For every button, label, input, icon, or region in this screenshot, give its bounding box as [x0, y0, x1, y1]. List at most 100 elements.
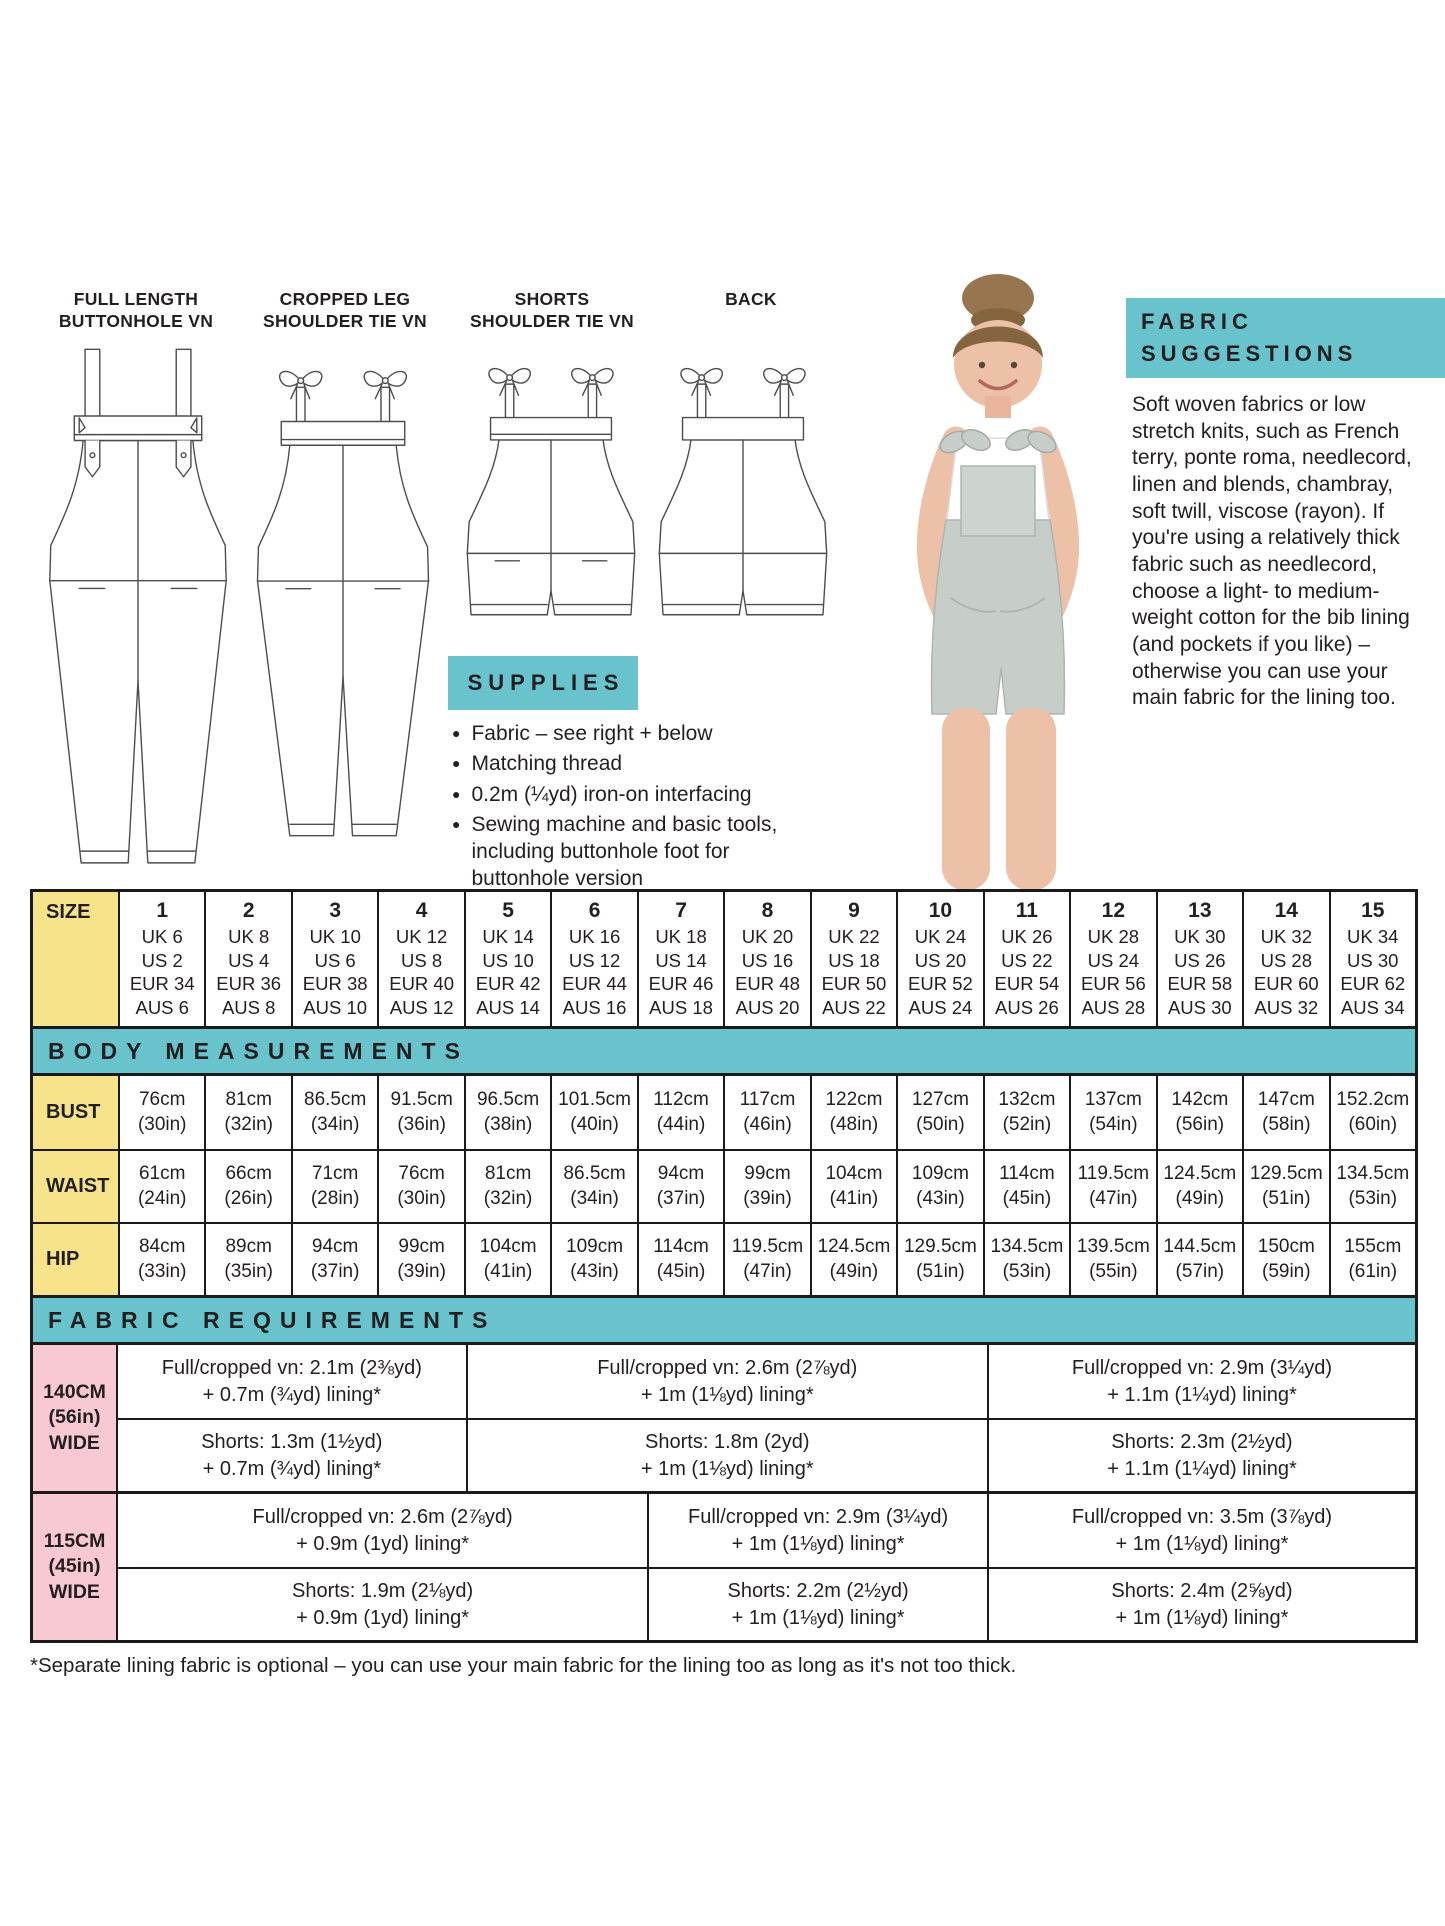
measurement-cm: 91.5cm — [390, 1088, 453, 1110]
measurement-cm: 76cm — [138, 1088, 186, 1110]
size-uk: UK 28 — [1087, 926, 1140, 947]
size-uk: UK 22 — [828, 926, 880, 947]
size-eur: EUR 54 — [994, 973, 1060, 995]
measurement-cm: 152.2cm — [1336, 1088, 1410, 1110]
size-eur: EUR 58 — [1167, 973, 1233, 995]
measurement-cell: 139.5cm (55in) — [1069, 1222, 1156, 1295]
measurement-in: (47in) — [743, 1260, 792, 1282]
measurement-in: (60in) — [1348, 1113, 1398, 1135]
measurement-cell: 81cm (32in) — [463, 1149, 551, 1222]
measurement-cm: 117cm — [739, 1088, 796, 1110]
drawing-label-line: SHOULDER TIE VN — [470, 310, 634, 331]
measurement-cell: 81cm (32in) — [204, 1076, 290, 1149]
measurement-in: (34in) — [570, 1187, 619, 1209]
measurement-cell: 109cm (43in) — [550, 1222, 637, 1295]
measurement-cm: 104cm — [479, 1235, 537, 1257]
body-measurements-banner: BODY MEASUREMENTS — [30, 1029, 1418, 1076]
heading-line: SUPPLIES — [467, 670, 625, 695]
measurement-cell: 129.5cm (51in) — [896, 1222, 983, 1295]
fabric-req-line: + 0.9m (1yd) lining* — [296, 1532, 470, 1555]
fabric-width-label-line: 140CM — [43, 1380, 106, 1403]
measurement-cm: 86.5cm — [304, 1088, 367, 1110]
supplies-item: ● Fabric – see right + below — [452, 720, 804, 747]
fabric-req-row: Full/cropped vn: 2.6m (2⅞yd) + 0.9m (1yd)… — [118, 1494, 1415, 1567]
bullet-icon: ● — [452, 785, 461, 802]
measurement-cell: 104cm (41in) — [809, 1149, 897, 1222]
fabric-req-cell: Full/cropped vn: 2.9m (3¼yd) + 1m (1⅛yd) … — [647, 1494, 987, 1567]
fabric-req-cell: Full/cropped vn: 2.6m (2⅞yd) + 1m (1⅛yd) … — [465, 1345, 987, 1418]
size-number: 2 — [242, 899, 255, 922]
size-uk: UK 10 — [309, 926, 361, 947]
size-column-header: 9 UK 22 US 18 EUR 50 AUS 22 — [809, 892, 896, 1026]
size-header-row: SIZE 1 UK 6 US 2 EUR 34 AUS 6 2 UK 8 US 4 EUR 36… — [30, 889, 1418, 1029]
size-chart-table: SIZE 1 UK 6 US 2 EUR 34 AUS 6 2 UK 8 US 4 EUR 36… — [30, 889, 1418, 1643]
measurement-cm: 114cm — [999, 1162, 1055, 1184]
measurement-cell: 66cm (26in) — [204, 1149, 291, 1222]
size-eur: EUR 44 — [562, 973, 627, 995]
measurement-cm: 127cm — [911, 1088, 969, 1110]
size-aus: AUS 20 — [735, 997, 800, 1019]
measurement-in: (49in) — [1175, 1187, 1225, 1209]
lining-footnote: *Separate lining fabric is optional – yo… — [30, 1654, 1017, 1677]
drawing-label-full-length: FULL LENGTH BUTTONHOLE VN — [38, 289, 234, 333]
size-number: 11 — [1015, 899, 1038, 922]
size-eur: EUR 62 — [1340, 973, 1406, 995]
fabric-req-line: + 1m (1⅛yd) lining* — [1115, 1532, 1289, 1555]
measurement-in: (51in) — [1262, 1187, 1311, 1209]
measurement-cell: 124.5cm (49in) — [1155, 1149, 1243, 1222]
size-us: US 14 — [655, 949, 707, 971]
measure-row-label: WAIST — [33, 1149, 118, 1222]
size-column-header: 8 UK 20 US 16 EUR 48 AUS 20 — [723, 892, 809, 1026]
size-aus: AUS 8 — [221, 997, 276, 1019]
measurement-cell: 89cm (35in) — [204, 1222, 291, 1295]
size-uk: UK 30 — [1174, 926, 1226, 947]
measurement-in: (35in) — [224, 1260, 273, 1282]
measurement-in: (59in) — [1262, 1260, 1311, 1282]
measurement-cm: 81cm — [484, 1162, 532, 1184]
size-uk: UK 24 — [914, 926, 967, 947]
measurement-cm: 124.5cm — [817, 1235, 891, 1257]
size-aus: AUS 10 — [303, 997, 368, 1019]
fabric-req-line: + 0.7m (¾yd) lining* — [202, 1383, 381, 1406]
measure-row-label: BUST — [33, 1076, 118, 1149]
fabric-req-row: Shorts: 1.9m (2⅛yd) + 0.9m (1yd) lining* S… — [118, 1567, 1415, 1640]
size-us: US 18 — [828, 949, 880, 971]
size-number: 4 — [415, 899, 428, 922]
measurement-cell: 134.5cm (53in) — [1328, 1149, 1415, 1222]
fabric-req-line: Shorts: 2.2m (2½yd) — [727, 1579, 909, 1602]
measurement-cell: 86.5cm (34in) — [290, 1076, 377, 1149]
measurement-cell: 132cm (52in) — [982, 1076, 1069, 1149]
fabric-req-row: Full/cropped vn: 2.1m (2⅜yd) + 0.7m (¾yd)… — [118, 1345, 1415, 1418]
measurement-cm: 114cm — [653, 1235, 709, 1257]
size-uk: UK 16 — [568, 926, 621, 947]
fabric-rows: Full/cropped vn: 2.1m (2⅜yd) + 0.7m (¾yd)… — [118, 1345, 1415, 1491]
measurement-cm: 129.5cm — [1249, 1162, 1323, 1184]
fabric-req-line: Shorts: 1.3m (1½yd) — [201, 1430, 383, 1453]
supplies-item: ● Matching thread — [452, 750, 804, 777]
size-column-header: 10 UK 24 US 20 EUR 52 AUS 24 — [896, 892, 982, 1026]
measurement-in: (44in) — [656, 1113, 706, 1135]
size-aus: AUS 18 — [649, 997, 713, 1019]
size-eur: EUR 60 — [1253, 973, 1319, 995]
measurement-cm: 94cm — [657, 1162, 705, 1184]
size-uk: UK 20 — [741, 926, 794, 947]
drawing-label-line: CROPPED LEG — [279, 289, 411, 309]
cropped-leg-dungaree-drawing — [248, 370, 438, 862]
size-number: 3 — [329, 899, 341, 922]
size-us: US 4 — [228, 949, 270, 971]
size-aus: AUS 16 — [562, 997, 627, 1019]
fabric-rows: Full/cropped vn: 2.6m (2⅞yd) + 0.9m (1yd)… — [118, 1494, 1415, 1640]
measurement-cell: 109cm (43in) — [896, 1149, 983, 1222]
size-us: US 24 — [1087, 949, 1140, 971]
measurement-cell: 99cm (39in) — [377, 1222, 464, 1295]
measurement-in: (55in) — [1089, 1260, 1138, 1282]
size-eur: EUR 36 — [216, 973, 282, 995]
measurement-cm: 99cm — [398, 1235, 445, 1257]
size-uk: UK 12 — [395, 926, 448, 947]
size-number: 6 — [588, 899, 601, 922]
measurement-cell: 124.5cm (49in) — [809, 1222, 897, 1295]
measurement-cm: 66cm — [225, 1162, 272, 1184]
measurement-in: (34in) — [310, 1113, 360, 1135]
fabric-req-cell: Shorts: 2.4m (2⅝yd) + 1m (1⅛yd) lining* — [986, 1569, 1415, 1640]
measurement-in: (50in) — [916, 1113, 965, 1135]
